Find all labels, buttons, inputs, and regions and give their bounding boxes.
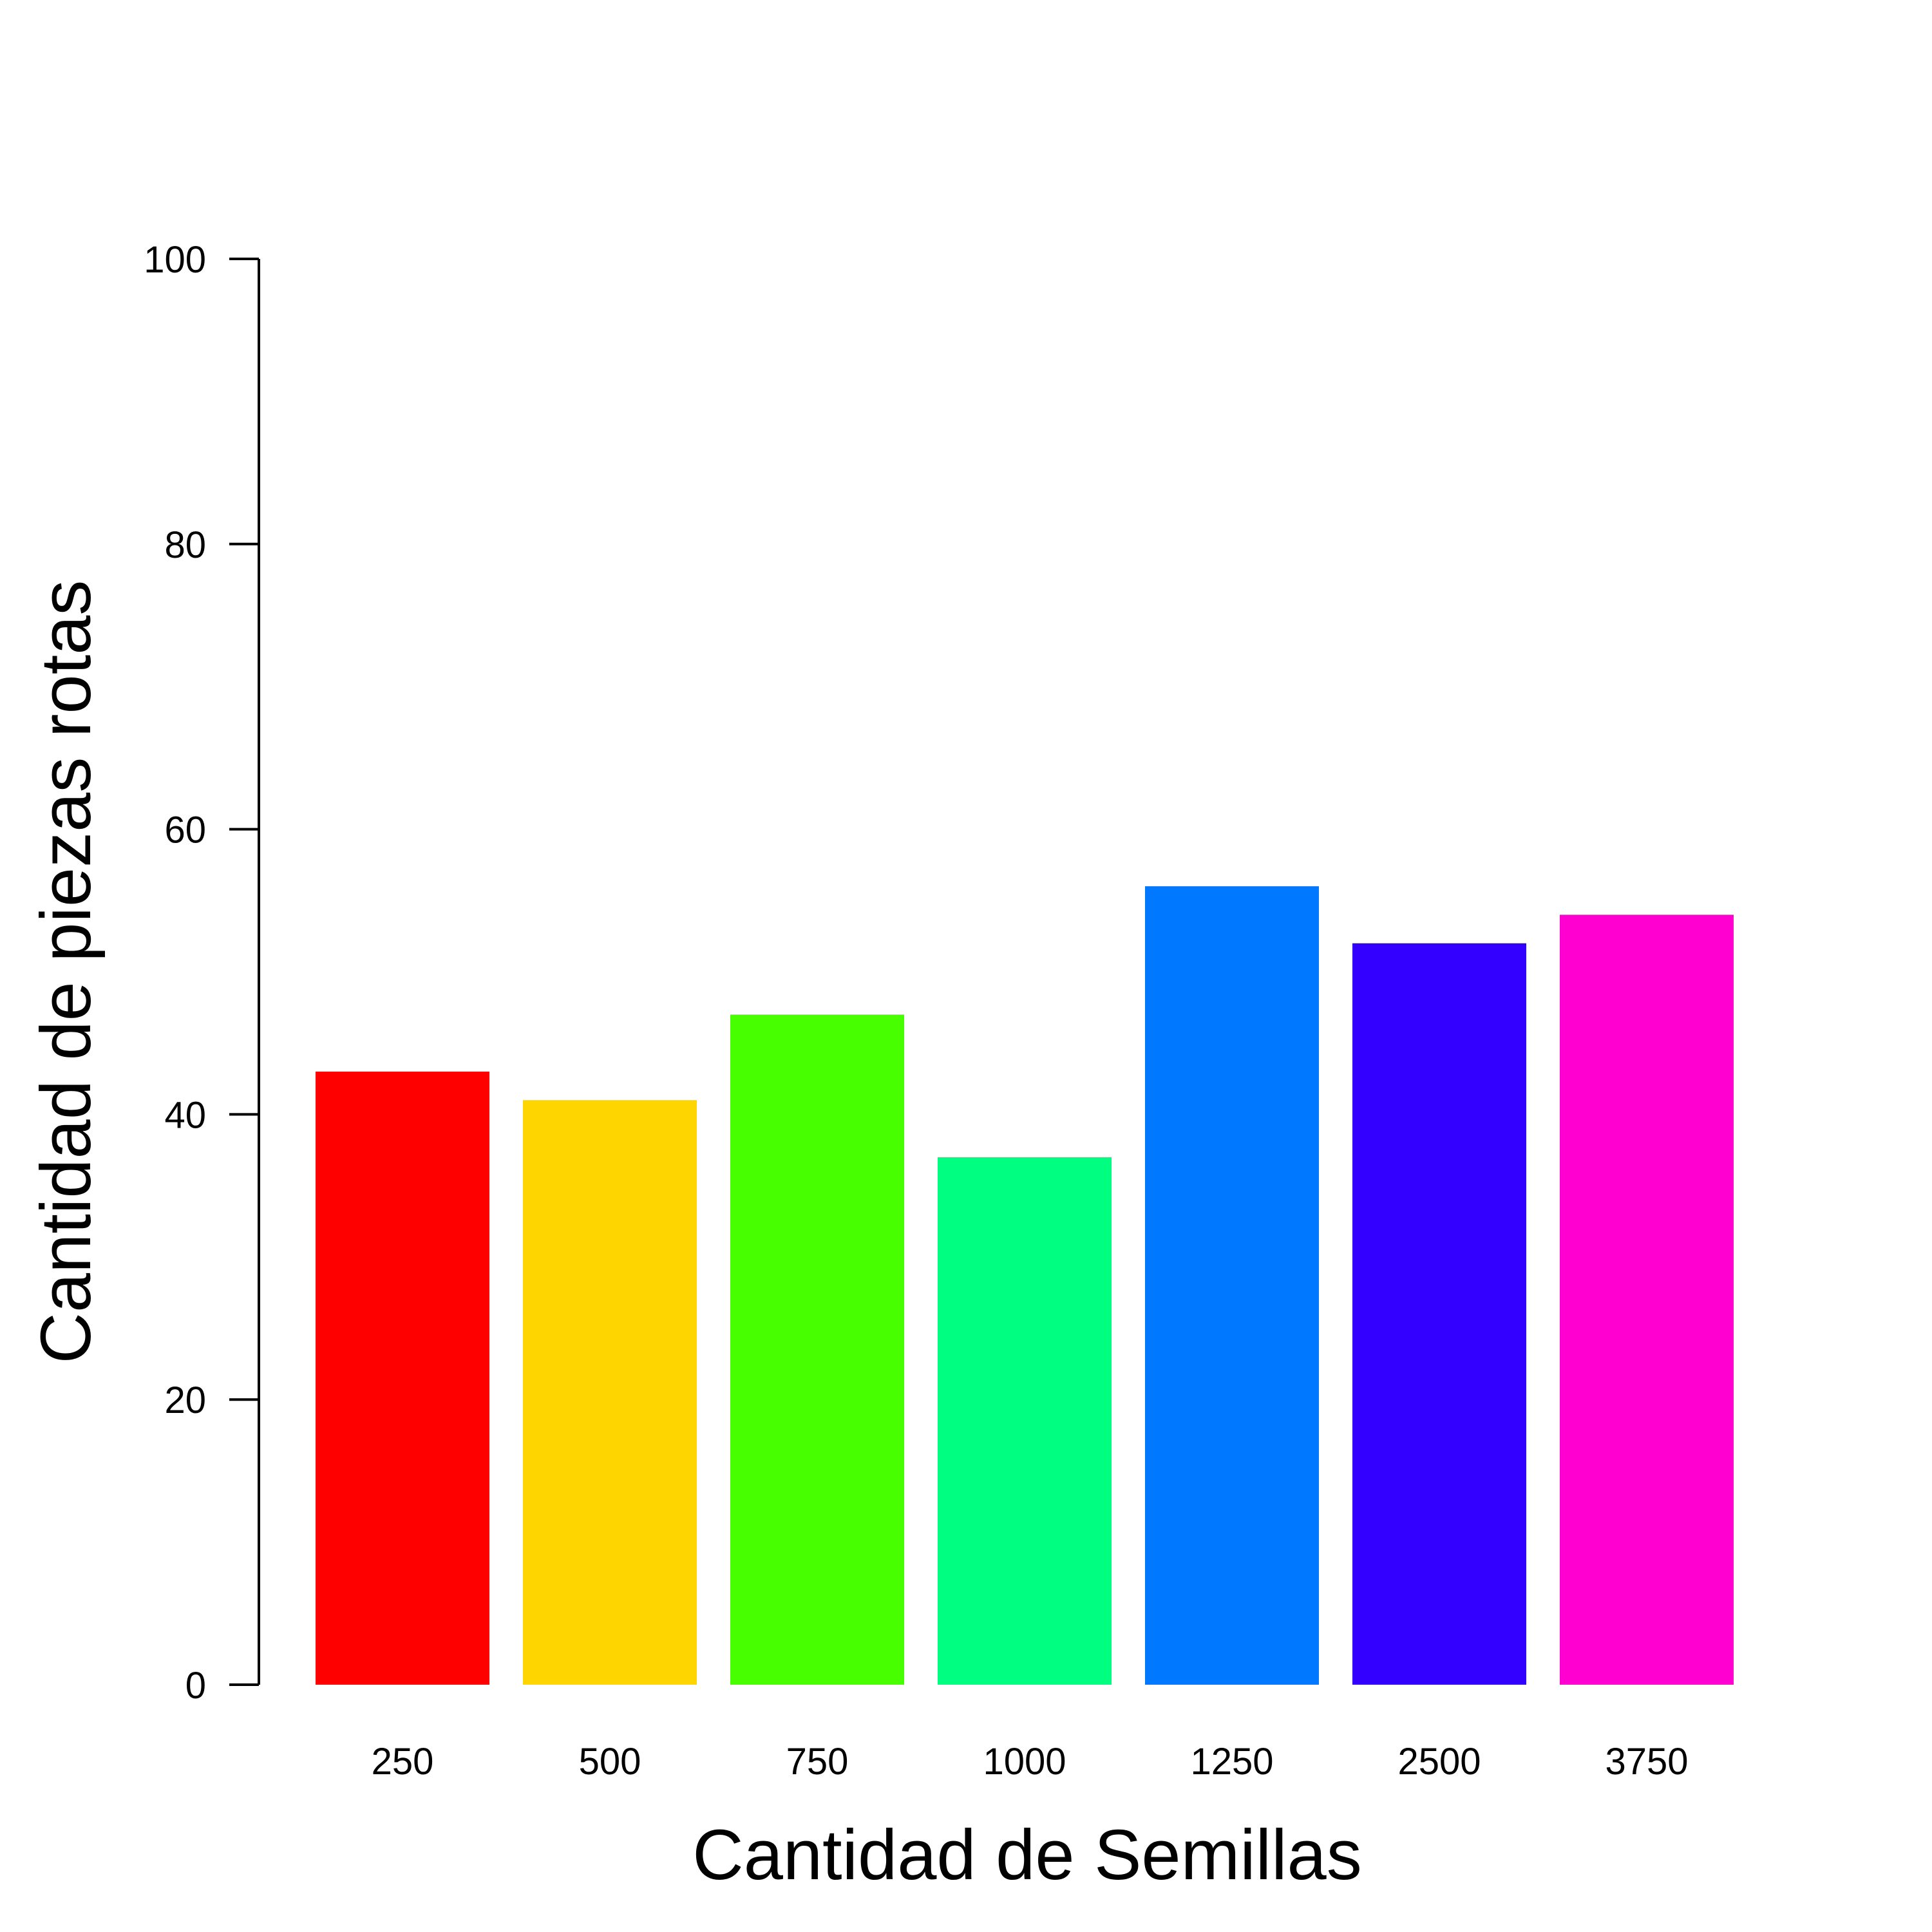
bars-group bbox=[316, 886, 1734, 1685]
y-tick-label-40: 40 bbox=[164, 1094, 206, 1136]
x-tick-label-500: 500 bbox=[579, 1741, 641, 1783]
x-tick-labels: 250 500 750 1000 1250 2500 3750 bbox=[372, 1741, 1689, 1783]
x-axis-title: Cantidad de Semillas bbox=[692, 1815, 1361, 1895]
y-tick-label-0: 0 bbox=[185, 1665, 206, 1707]
y-axis: 0 20 40 60 80 100 bbox=[144, 239, 260, 1707]
x-tick-label-1250: 1250 bbox=[1190, 1741, 1273, 1783]
bar-500 bbox=[523, 1100, 697, 1685]
y-tick-label-80: 80 bbox=[164, 524, 206, 566]
y-tick-label-20: 20 bbox=[164, 1379, 206, 1421]
x-tick-label-750: 750 bbox=[786, 1741, 849, 1783]
bar-250 bbox=[316, 1071, 489, 1685]
bar-1000 bbox=[938, 1157, 1112, 1685]
bar-3750 bbox=[1560, 914, 1734, 1685]
y-tick-label-60: 60 bbox=[164, 810, 206, 851]
x-tick-label-1000: 1000 bbox=[983, 1741, 1066, 1783]
x-tick-label-3750: 3750 bbox=[1605, 1741, 1688, 1783]
x-tick-label-2500: 2500 bbox=[1397, 1741, 1481, 1783]
bar-1250 bbox=[1145, 886, 1319, 1685]
y-axis-title: Cantidad de piezas rotas bbox=[26, 580, 106, 1364]
y-tick-label-100: 100 bbox=[144, 239, 206, 281]
bar-2500 bbox=[1352, 943, 1526, 1685]
x-tick-label-250: 250 bbox=[372, 1741, 434, 1783]
bar-750 bbox=[730, 1014, 904, 1685]
